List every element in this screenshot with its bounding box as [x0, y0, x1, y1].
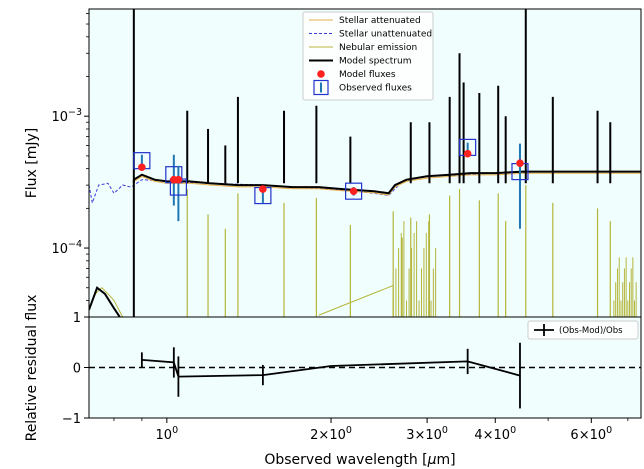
top-legend: Stellar attenuated Stellar unattenuated Ne…: [302, 11, 434, 101]
bottom-legend: (Obs-Mod)/Obs: [527, 320, 639, 340]
top-legend-label-0: Stellar attenuated: [339, 16, 421, 26]
model-flux-point-0: [138, 163, 146, 172]
bottom-y-tick-label-2: −1: [62, 412, 81, 427]
bottom-plot-area: [89, 342, 641, 409]
model-flux-point-4: [349, 187, 358, 195]
model-flux-point-3: [259, 185, 267, 193]
top-legend-label-2: Nebular emission: [339, 43, 417, 53]
bottom-x-tick-label-4: 6×100: [570, 425, 612, 443]
bottom-y-axis-label: Relative residual flux: [24, 295, 40, 442]
top-y-tick-label-0: 10−4: [51, 239, 82, 257]
top-y-axis-label: Flux [mJy]: [24, 128, 40, 199]
top-y-tick-label-1: 10−3: [51, 107, 82, 125]
bottom-legend-label: (Obs-Mod)/Obs: [559, 326, 623, 336]
top-plot-area: [89, 9, 641, 317]
top-legend-box: [302, 11, 434, 101]
top-legend-handle-4: [317, 70, 325, 78]
top-legend-handle-box-5: [313, 79, 329, 96]
bottom-legend-box: [527, 320, 639, 340]
bottom-x-tick-label-2: 3×100: [406, 425, 448, 443]
bottom-x-tick-label-0: 100: [156, 425, 179, 443]
model-flux-point-5: [463, 149, 472, 158]
top-legend-label-1: Stellar unattenuated: [339, 30, 432, 40]
bottom-y-tick-label-0: 1: [73, 311, 81, 326]
top-legend-label-5: Observed fluxes: [339, 84, 412, 94]
x-axis-label: Observed wavelength [μm]: [264, 452, 455, 468]
bottom-y-tick-label-1: 0: [73, 362, 81, 377]
model-flux-point-2: [174, 175, 183, 184]
bottom-axes: 1 0 −1 100 2×100 3×100 4×100 6×100: [62, 311, 629, 443]
top-legend-label-3: Model spectrum: [339, 57, 411, 67]
observed-flux-marker-4: [345, 182, 363, 200]
bottom-x-tick-label-1: 2×100: [310, 425, 352, 443]
model-spectrum-dropout: [89, 286, 121, 317]
top-legend-label-4: Model fluxes: [339, 70, 396, 80]
model-flux-point-6: [516, 159, 524, 168]
bottom-x-tick-label-3: 4×100: [474, 425, 516, 443]
